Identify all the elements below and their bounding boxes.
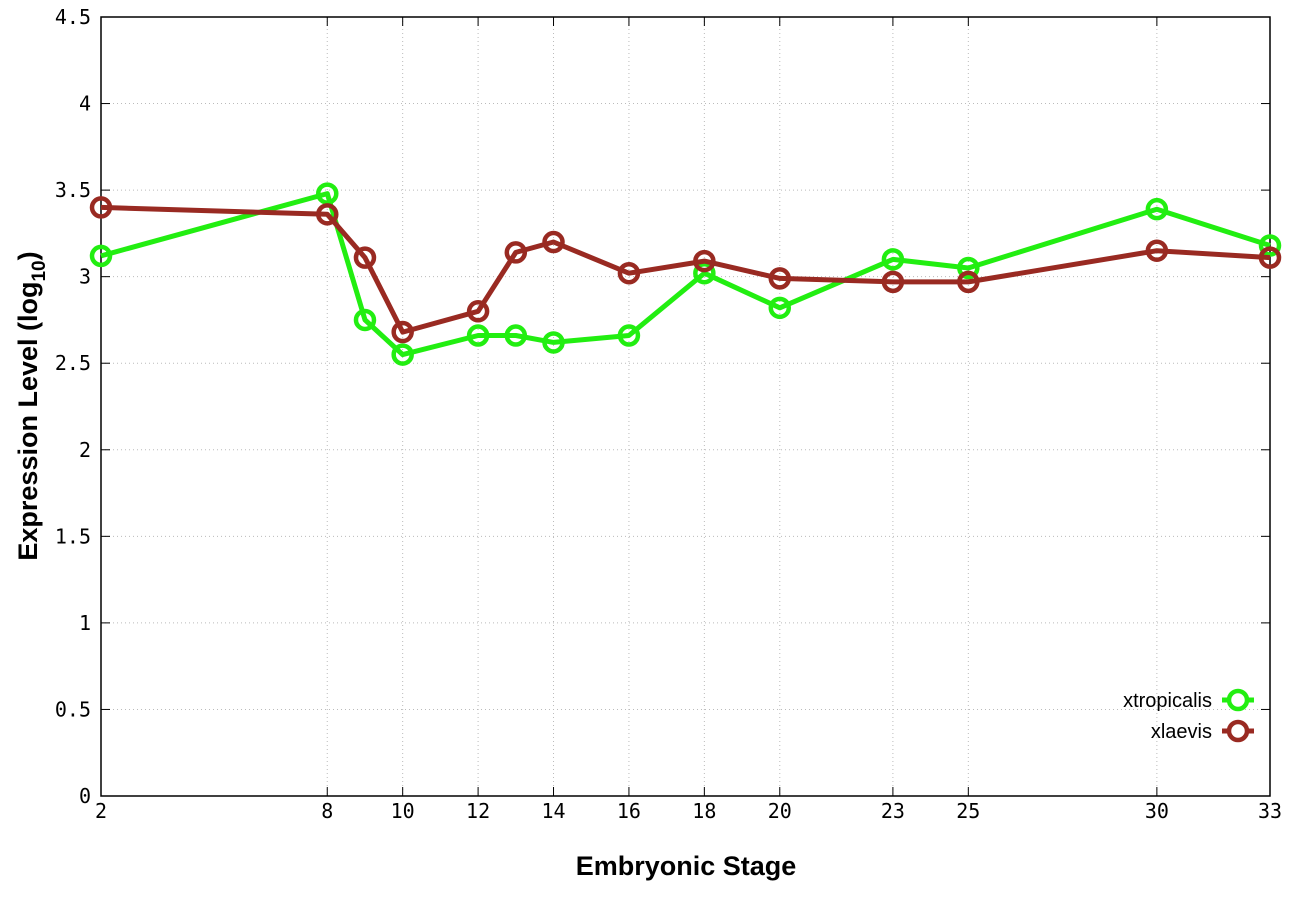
x-tick-label: 8 [321, 799, 333, 823]
data-point-xlaevis [542, 230, 565, 254]
legend-label: xlaevis [1151, 721, 1212, 743]
legend-swatch-marker [1226, 688, 1250, 712]
data-point-xtropicalis [542, 331, 565, 354]
data-point-xtropicalis [881, 248, 905, 271]
data-point-xlaevis [466, 300, 490, 323]
legend-label: xtropicalis [1123, 690, 1212, 712]
data-point-xtropicalis [316, 182, 339, 205]
series-line-xtropicalis [100, 191, 1271, 358]
legend-swatch-marker [1226, 719, 1250, 743]
plot-frame [100, 16, 1271, 797]
legend-item-xtropicalis: xtropicalis [1123, 688, 1254, 712]
x-tick-label: 18 [692, 799, 716, 823]
y-tick-label: 2 [79, 438, 91, 462]
x-tick-label: 23 [881, 799, 905, 823]
data-point-xlaevis [617, 261, 641, 285]
data-point-xlaevis [1258, 246, 1282, 269]
data-point-xlaevis [768, 267, 792, 290]
x-tick-label: 25 [956, 799, 980, 823]
x-tick-label: 14 [541, 799, 565, 823]
y-tick-label: 1 [79, 611, 91, 635]
legend-item-xlaevis: xlaevis [1151, 719, 1254, 743]
data-point-xtropicalis [1145, 197, 1169, 221]
data-point-xtropicalis [391, 343, 414, 366]
y-tick-label: 3 [79, 265, 91, 289]
x-tick-label: 12 [466, 799, 490, 823]
y-axis: 0 0.5 1 1.5 2 2.5 3 3.5 4 4.5 [55, 5, 1270, 808]
y-axis-title: Expression Level (log10) [13, 251, 50, 560]
x-tick-label: 20 [768, 799, 792, 823]
data-point-xlaevis [1145, 239, 1169, 262]
series-group [89, 182, 1282, 366]
data-point-xtropicalis [768, 296, 792, 320]
x-axis: 2 8 10 12 14 16 18 20 23 25 30 33 [95, 17, 1282, 823]
y-tick-label: 1.5 [55, 524, 91, 548]
data-point-xlaevis [391, 320, 414, 344]
y-tick-label: 2.5 [55, 351, 91, 375]
x-axis-title: Embryonic Stage [576, 851, 797, 881]
series-line-xlaevis [100, 204, 1271, 335]
data-point-xtropicalis [957, 256, 980, 280]
y-tick-label: 4.5 [55, 5, 91, 29]
data-point-xtropicalis [466, 324, 490, 347]
data-point-xlaevis [316, 203, 339, 226]
data-point-xtropicalis [89, 244, 113, 268]
data-point-xtropicalis [353, 308, 377, 332]
series-xlaevis [89, 196, 1282, 344]
y-tick-label: 0 [79, 784, 91, 808]
data-point-xlaevis [693, 249, 716, 273]
y-tick-label: 0.5 [55, 697, 91, 721]
series-xtropicalis [89, 182, 1282, 366]
x-tick-label: 16 [617, 799, 641, 823]
data-point-xlaevis [89, 196, 113, 219]
legend: xtropicalis xlaevis [1123, 688, 1254, 743]
data-point-xtropicalis [1258, 234, 1282, 257]
grid-lines [101, 17, 1270, 796]
data-point-xlaevis [881, 270, 905, 294]
y-tick-label: 3.5 [55, 178, 91, 202]
y-tick-label: 4 [79, 92, 91, 116]
data-point-xtropicalis [504, 324, 528, 347]
data-point-xlaevis [353, 246, 377, 269]
x-tick-label: 33 [1258, 799, 1282, 823]
data-point-xtropicalis [693, 261, 716, 285]
x-tick-label: 10 [391, 799, 415, 823]
data-point-xlaevis [957, 270, 980, 294]
x-tick-label: 2 [95, 799, 107, 823]
x-tick-label: 30 [1145, 799, 1169, 823]
data-point-xtropicalis [617, 324, 641, 347]
data-point-xlaevis [504, 241, 528, 264]
